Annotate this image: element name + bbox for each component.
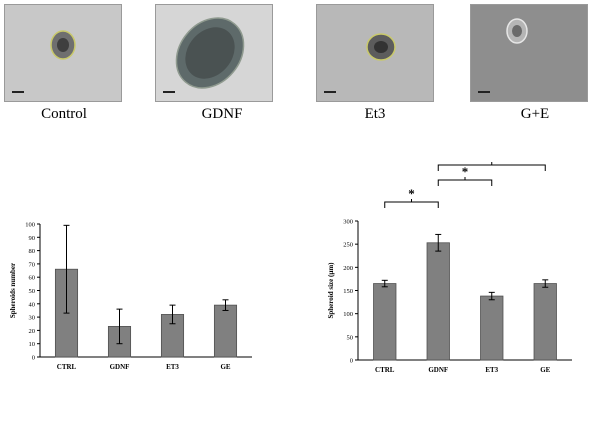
spheroid-ge-image [471,5,587,101]
x-tick-label: GE [220,363,230,371]
y-tick-label: 100 [343,311,353,318]
caption-gdnf: GDNF [201,106,243,122]
x-tick-label: ET3 [485,366,498,374]
bar-ge [533,283,557,361]
spheroid-gdnf-image [156,5,272,101]
photo-control [4,4,122,102]
chart-spheroid-size-svg: 0 50 100 150 200 250 300 Spheroid size (µm) CTRL… [327,149,572,374]
x-tick-label: GDNF [110,363,130,371]
y-tick-label: 20 [29,328,36,335]
y-tick-label: 0 [350,358,353,365]
x-tick-label: ET3 [166,363,179,371]
spheroid-et3-image [317,5,433,101]
y-tick-label: 150 [343,288,353,295]
caption-control: Control [41,106,87,122]
y-tick-label: 0 [32,355,35,362]
y-tick-label: 300 [343,219,353,226]
significance-label: * [462,164,469,179]
bar-ctrl [373,283,397,361]
y-axis-label: Spheroid size (µm) [327,262,335,319]
photo-et3 [316,4,434,102]
significance-bracket [437,179,493,186]
chart-spheroids-number: 0 10 20 30 40 50 60 70 80 90 100 Spheroids number CT… [0,200,270,400]
y-axis-label: Spheroids number [9,263,17,318]
spheroid-control-image [5,5,121,101]
x-tick-label: GE [540,366,550,374]
y-tick-label: 80 [29,248,36,255]
bar-ge [213,304,238,358]
y-tick-label: 10 [29,341,36,348]
x-tick-label: CTRL [375,366,395,374]
chart-spheroids-number-svg: 0 10 20 30 40 50 60 70 80 90 100 Spheroids number CT… [9,222,252,371]
significance-bracket [384,201,439,208]
y-tick-label: 40 [29,301,36,308]
significance-label: * [408,186,415,201]
x-tick-label: GDNF [428,366,448,374]
photo-ge [470,4,588,102]
x-tick-label: CTRL [57,363,77,371]
y-tick-label: 50 [347,334,354,341]
chart-spheroid-size: 0 50 100 150 200 250 300 Spheroid size (µm) CTRL… [320,149,596,400]
bar-et3 [480,295,504,361]
y-tick-label: 90 [29,235,36,242]
bar-gdnf [426,242,450,361]
significance-bracket [437,164,546,171]
y-tick-label: 200 [343,265,353,272]
y-tick-label: 30 [29,315,36,322]
y-tick-label: 60 [29,275,36,282]
y-tick-label: 100 [25,222,35,229]
y-tick-label: 250 [343,242,353,249]
y-tick-label: 50 [29,288,36,295]
caption-et3: Et3 [364,106,386,122]
photo-gdnf [155,4,273,102]
caption-ge: G+E [520,106,550,122]
significance-label: * [489,160,496,164]
y-tick-label: 70 [29,261,36,268]
